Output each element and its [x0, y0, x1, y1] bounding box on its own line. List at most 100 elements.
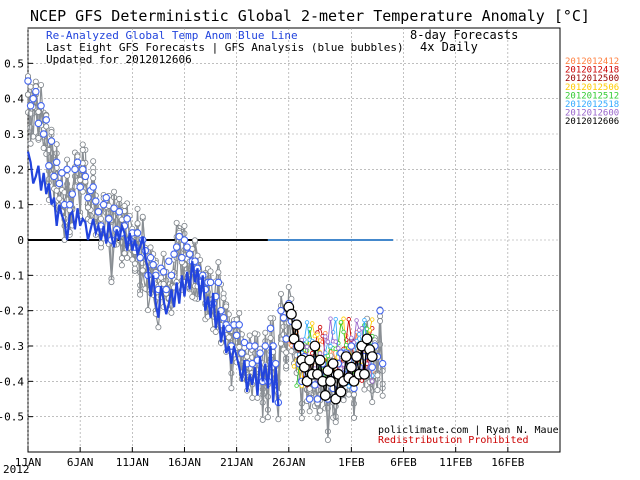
- ensemble-point: [137, 291, 144, 298]
- analysis-bubble: [282, 335, 290, 343]
- latest-forecast-point: [299, 361, 310, 373]
- x-tick-label: 6FEB: [390, 456, 417, 469]
- ensemble-point: [35, 108, 42, 115]
- analysis-bubble: [102, 193, 110, 202]
- latest-forecast-point: [332, 368, 344, 380]
- ensemble-point: [131, 265, 138, 272]
- forecast-run-point: [343, 342, 349, 348]
- ensemble-point: [64, 156, 71, 163]
- ensemble-point: [79, 141, 86, 148]
- forecast-run-point: [317, 324, 323, 330]
- ensemble-point: [168, 309, 175, 316]
- legend-entry: 2012012506: [565, 83, 619, 93]
- forecast-run-point: [338, 320, 344, 325]
- ensemble-point: [139, 267, 146, 274]
- subtitle-reanalysis: Re-Analyzed Global Temp Anom Blue Line: [46, 29, 298, 42]
- subtitle-forecasts: Last Eight GFS Forecasts | GFS Analysis …: [46, 41, 404, 54]
- legend-entry: 2012012600: [565, 109, 619, 119]
- analysis-bubble: [146, 253, 155, 262]
- y-tick-label: 0.4: [4, 93, 24, 106]
- x-tick-label: 1JAN: [15, 456, 42, 469]
- ensemble-point: [160, 250, 167, 257]
- x-tick-label: 11FEB: [439, 456, 472, 469]
- ensemble-point: [374, 372, 381, 379]
- y-tick-label: 0.5: [4, 57, 24, 70]
- ensemble-point: [259, 416, 266, 423]
- ensemble-point: [35, 135, 42, 142]
- ensemble-point: [79, 146, 86, 153]
- ensemble-point: [215, 269, 222, 276]
- ensemble-point: [160, 280, 167, 287]
- legend-entry: 2012012500: [565, 74, 619, 84]
- ensemble-point: [306, 385, 313, 392]
- ensemble-point: [264, 414, 271, 421]
- analysis-bubble: [79, 165, 87, 174]
- analysis-bubble: [89, 183, 97, 191]
- latest-forecast-point: [345, 361, 357, 373]
- ensemble-point: [379, 392, 386, 399]
- ensemble-point: [38, 81, 45, 88]
- analysis-bubble: [115, 207, 124, 216]
- forecast-run-point: [346, 317, 351, 322]
- x-tick-label: 26JAN: [272, 456, 305, 469]
- x-tick-label: 16FEB: [491, 456, 524, 469]
- forecast-run-point: [315, 332, 320, 337]
- ensemble-point: [191, 237, 198, 244]
- forecast-run-point: [336, 346, 341, 351]
- x-tick-label: 1FEB: [338, 456, 365, 469]
- ensemble-point: [116, 195, 123, 202]
- ensemble-point: [129, 256, 136, 263]
- ensemble-point: [225, 334, 232, 341]
- analysis-bubble: [133, 229, 142, 237]
- analysis-bubble: [24, 77, 32, 85]
- latest-forecast-point: [322, 365, 334, 377]
- analysis-bubble: [178, 253, 186, 262]
- legend-entry: 2012012518: [565, 100, 619, 110]
- analysis-bubble: [266, 324, 275, 333]
- latest-forecast-point: [361, 333, 373, 345]
- legend: 2012012412201201241820120125002012012506…: [565, 57, 619, 127]
- ensemble-point: [43, 123, 50, 130]
- analysis-bubble: [99, 200, 108, 209]
- latest-forecast-point: [304, 354, 316, 366]
- latest-forecast-point: [301, 375, 313, 387]
- ensemble-point: [332, 419, 339, 426]
- ensemble-point: [254, 394, 261, 401]
- legend-entry: 2012012606: [565, 117, 619, 127]
- analysis-bubble: [368, 363, 376, 371]
- latest-forecast-point: [330, 393, 342, 405]
- analysis-bubble: [305, 395, 314, 403]
- analysis-bubble: [214, 278, 223, 287]
- ensemble-point: [345, 391, 352, 398]
- analysis-bubble: [110, 204, 118, 212]
- latest-forecast-point: [285, 308, 297, 320]
- ensemble-point: [228, 385, 235, 392]
- ensemble-point: [111, 188, 118, 195]
- ensemble-point: [98, 240, 105, 247]
- ensemble-point: [369, 399, 376, 406]
- analysis-bubble: [47, 137, 56, 145]
- ensemble-point: [267, 315, 274, 322]
- ensemble-point: [283, 362, 290, 369]
- y-tick-label: -0.2: [0, 305, 24, 318]
- ensemble-point: [134, 220, 141, 227]
- analysis-bubble: [311, 381, 319, 389]
- latest-forecast-point: [359, 368, 370, 380]
- ensemble-point: [194, 252, 201, 259]
- ensemble-point: [181, 222, 188, 229]
- ensemble-point: [90, 175, 97, 182]
- y-tick-label: -0.4: [0, 375, 24, 388]
- forecast-run-point: [359, 326, 365, 331]
- forecast-run-point: [328, 344, 333, 349]
- ensemble-point: [264, 393, 271, 400]
- ensemble-point: [215, 259, 222, 266]
- analysis-bubble: [248, 359, 257, 368]
- reanalysis-line: [26, 151, 280, 407]
- forecast-run-point: [333, 316, 338, 322]
- analysis-bubble: [271, 359, 280, 368]
- analysis-bubble: [68, 190, 77, 198]
- latest-forecast-point: [293, 340, 305, 352]
- forecast-run-point: [341, 316, 346, 321]
- year-label: 2012: [3, 463, 30, 476]
